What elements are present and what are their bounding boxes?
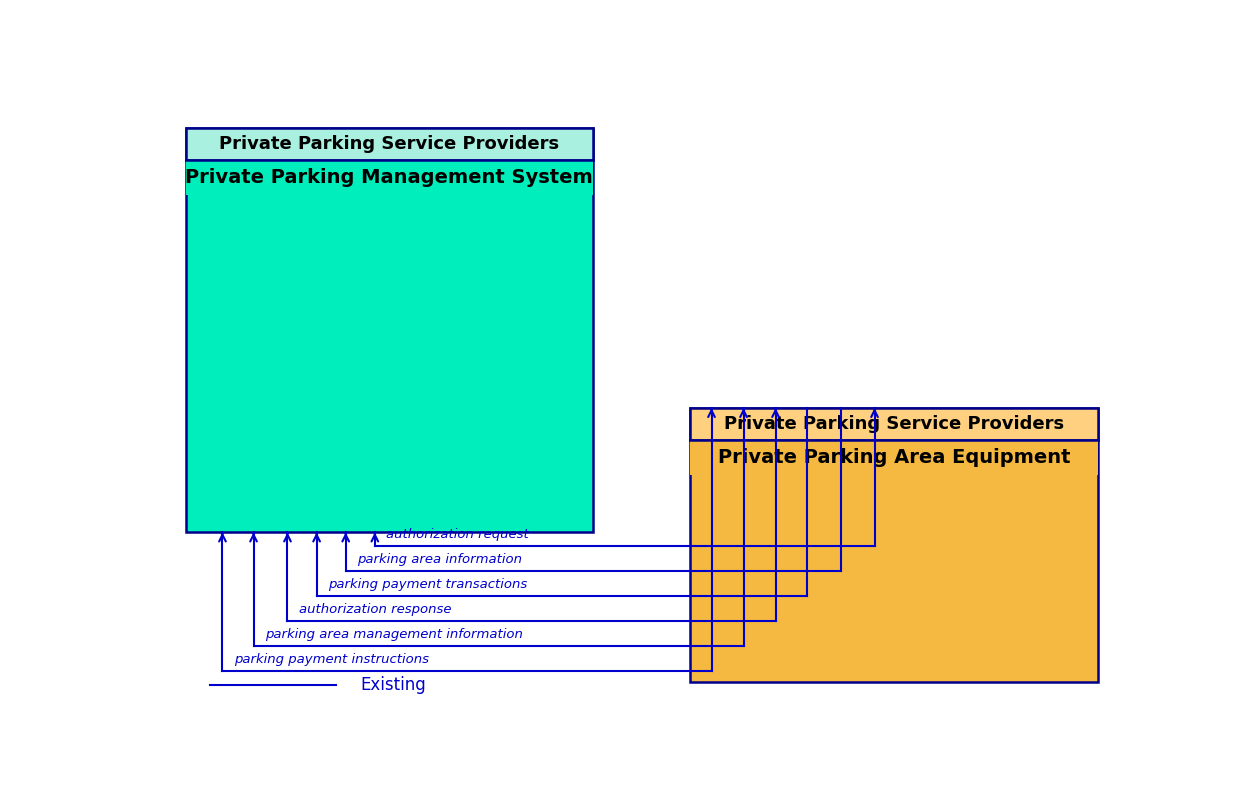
Text: parking payment transactions: parking payment transactions [328, 578, 527, 591]
Bar [690, 408, 1098, 440]
Bar [690, 408, 1098, 682]
Bar [185, 128, 593, 532]
Text: Private Parking Management System: Private Parking Management System [185, 168, 593, 187]
Bar [185, 128, 593, 161]
Text: Existing: Existing [361, 676, 426, 694]
Text: Private Parking Area Equipment: Private Parking Area Equipment [717, 448, 1070, 467]
Text: parking area management information: parking area management information [265, 628, 523, 641]
Text: authorization request: authorization request [387, 528, 530, 541]
Bar [185, 161, 593, 195]
Text: Private Parking Service Providers: Private Parking Service Providers [724, 415, 1064, 433]
Text: parking payment instructions: parking payment instructions [234, 653, 429, 666]
Text: parking area information: parking area information [357, 553, 522, 566]
Bar [690, 440, 1098, 474]
Text: Private Parking Service Providers: Private Parking Service Providers [219, 135, 560, 154]
Text: authorization response: authorization response [299, 603, 452, 616]
